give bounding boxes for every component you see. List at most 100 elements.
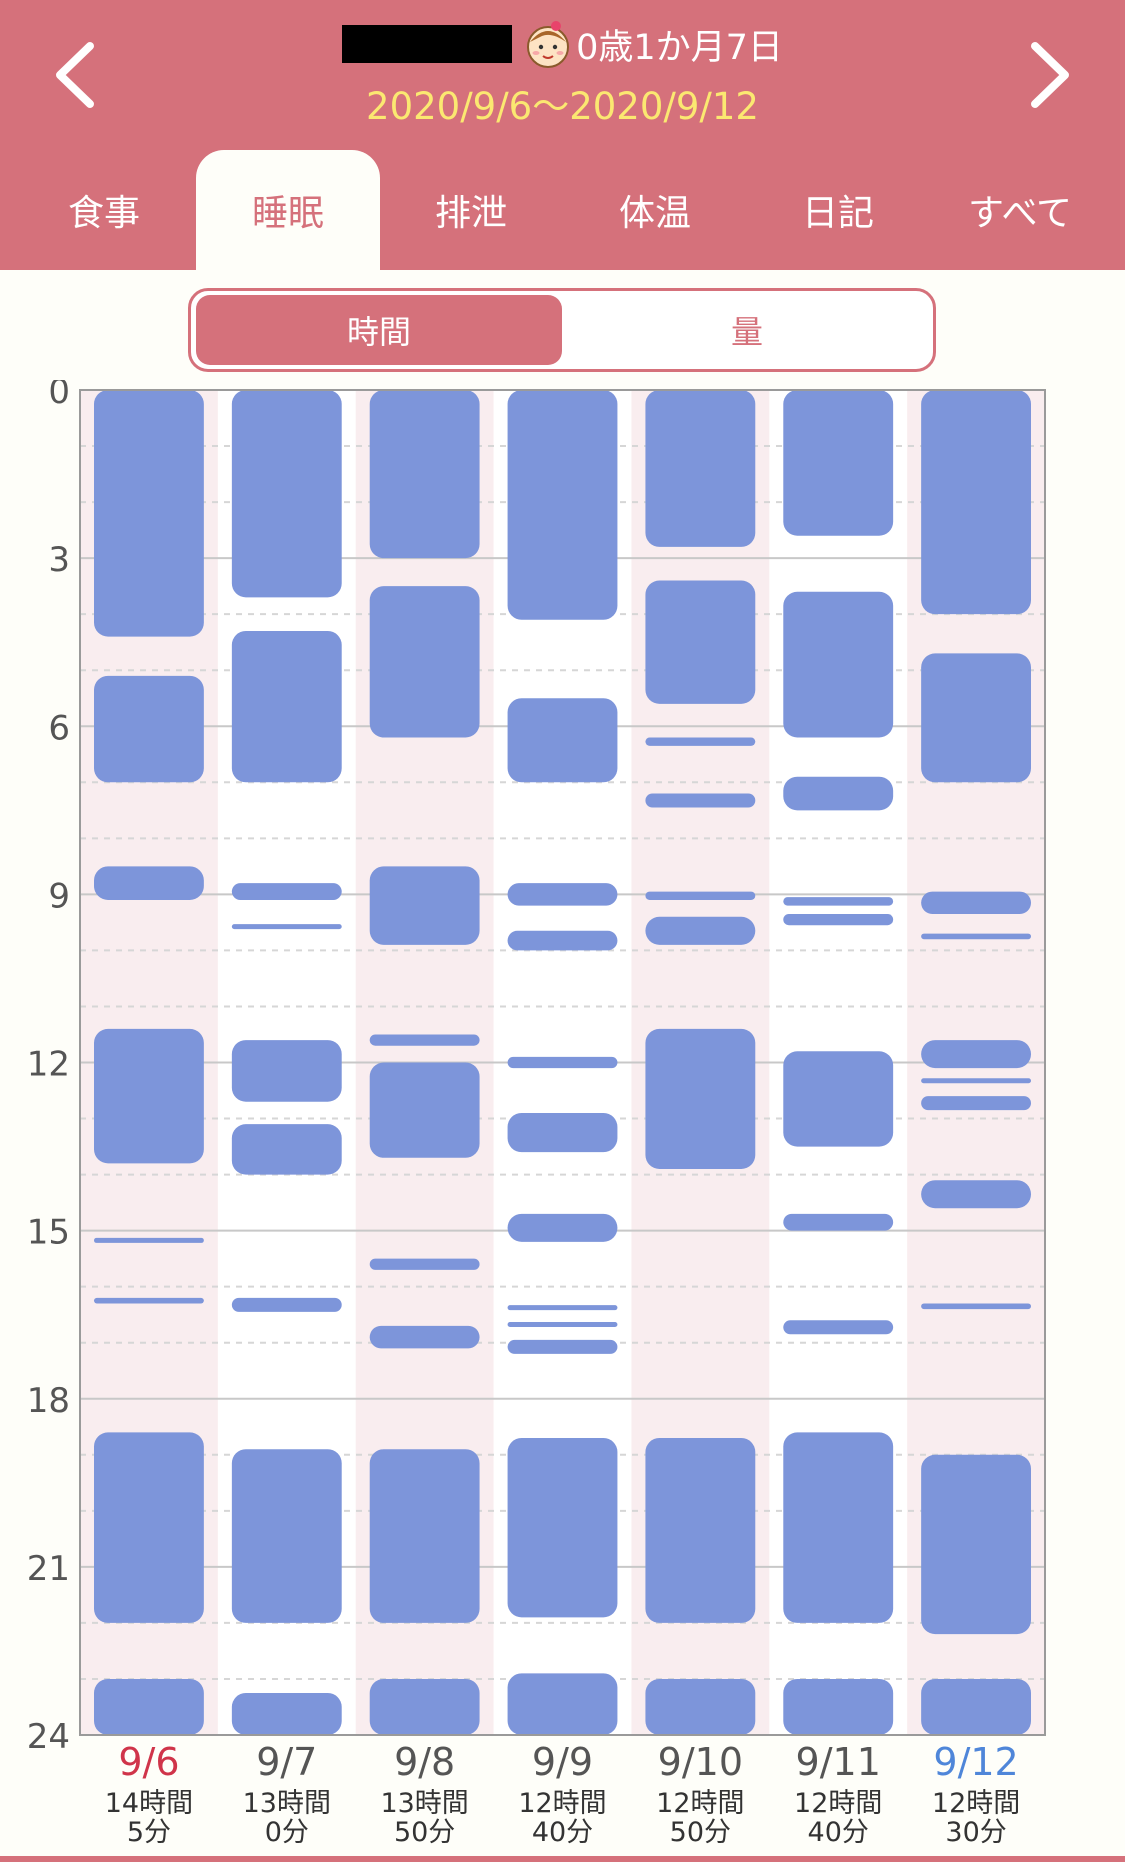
sleep-bar[interactable] — [94, 1678, 204, 1735]
sleep-bar[interactable] — [645, 891, 756, 900]
y-tick-label: 3 — [48, 540, 70, 580]
sleep-bar[interactable] — [507, 1112, 618, 1153]
sleep-bar[interactable] — [783, 897, 894, 906]
sleep-bar[interactable] — [507, 390, 618, 620]
chevron-left-icon — [56, 42, 94, 108]
sleep-bar[interactable] — [921, 1040, 1031, 1069]
sleep-bar[interactable] — [921, 1096, 1031, 1111]
day-date-label: 9/8 — [394, 1740, 455, 1784]
next-week-button[interactable] — [1009, 38, 1083, 112]
plot-border — [79, 389, 1046, 1736]
sleep-bar[interactable] — [645, 580, 756, 704]
sleep-bar[interactable] — [231, 390, 342, 598]
day-total-minutes: 40分 — [808, 1817, 869, 1848]
sleep-bar[interactable] — [231, 1297, 342, 1312]
day-date-label: 9/10 — [658, 1740, 743, 1784]
sleep-bar[interactable] — [231, 630, 342, 783]
day-date-label: 9/7 — [256, 1740, 317, 1784]
sleep-bar[interactable] — [231, 1692, 342, 1735]
sleep-bar[interactable] — [369, 1062, 480, 1158]
sleep-bar[interactable] — [94, 1237, 204, 1243]
sleep-bar[interactable] — [783, 1320, 894, 1335]
baby-face-icon — [527, 21, 570, 68]
sleep-bar[interactable] — [231, 1124, 342, 1175]
sleep-bar[interactable] — [507, 1305, 618, 1311]
day-total-hours: 13時間 — [243, 1788, 331, 1819]
sleep-bar[interactable] — [645, 737, 756, 746]
sleep-bar[interactable] — [921, 1454, 1031, 1635]
sleep-bar[interactable] — [507, 1339, 618, 1354]
prev-week-button[interactable] — [42, 38, 116, 112]
sleep-bar[interactable] — [783, 1051, 894, 1147]
sleep-bar[interactable] — [507, 698, 618, 783]
sleep-bar[interactable] — [921, 1303, 1031, 1310]
sleep-bar[interactable] — [369, 1449, 480, 1623]
sleep-bar[interactable] — [645, 1028, 756, 1169]
sleep-bar[interactable] — [507, 1321, 618, 1327]
sleep-bar[interactable] — [783, 776, 894, 811]
sleep-bar[interactable] — [645, 1437, 756, 1623]
mode-time-button[interactable]: 時間 — [196, 295, 562, 365]
chevron-right-icon — [1031, 42, 1069, 108]
day-date-label: 9/12 — [933, 1740, 1018, 1784]
sleep-bar[interactable] — [921, 390, 1031, 615]
sleep-bar[interactable] — [783, 1213, 894, 1231]
sleep-bar[interactable] — [231, 1449, 342, 1623]
day-total-minutes: 5分 — [127, 1817, 171, 1848]
sleep-bar[interactable] — [231, 924, 342, 930]
tab-temperature[interactable]: 体温 — [618, 193, 691, 234]
tab-diary[interactable]: 日記 — [801, 193, 874, 234]
y-tick-label: 6 — [48, 708, 70, 748]
sleep-bar[interactable] — [94, 1297, 204, 1304]
sleep-bar[interactable] — [369, 390, 480, 559]
tab-all[interactable]: すべて — [967, 193, 1073, 234]
sleep-bar[interactable] — [507, 930, 618, 951]
sleep-bar[interactable] — [94, 1028, 204, 1164]
tab-meal[interactable]: 食事 — [67, 193, 140, 234]
sleep-bar[interactable] — [369, 1034, 480, 1046]
sleep-bar[interactable] — [921, 891, 1031, 914]
day-total-minutes: 40分 — [532, 1817, 593, 1848]
sleep-bar[interactable] — [369, 1325, 480, 1349]
mode-amount-button[interactable]: 量 — [730, 313, 763, 351]
sleep-bar[interactable] — [921, 1078, 1031, 1084]
sleep-bar[interactable] — [94, 866, 204, 900]
sleep-bar[interactable] — [645, 793, 756, 808]
sleep-bar[interactable] — [645, 916, 756, 945]
sleep-bar[interactable] — [369, 1678, 480, 1735]
day-date-label: 9/11 — [796, 1740, 881, 1784]
sleep-bar[interactable] — [94, 1432, 204, 1623]
sleep-bar[interactable] — [645, 390, 756, 547]
y-tick-label: 12 — [27, 1045, 70, 1085]
day-total-hours: 12時間 — [656, 1788, 744, 1819]
tab-excretion[interactable]: 排泄 — [434, 193, 507, 234]
sleep-bar[interactable] — [231, 883, 342, 900]
sleep-bar[interactable] — [921, 653, 1031, 783]
sleep-bar[interactable] — [507, 1213, 618, 1242]
child-title: 0歳1か月7日 — [0, 18, 1125, 70]
sleep-bar[interactable] — [783, 913, 894, 926]
sleep-bar[interactable] — [369, 586, 480, 738]
tab-sleep[interactable]: 睡眠 — [196, 150, 380, 270]
sleep-bar[interactable] — [921, 933, 1031, 940]
day-total-minutes: 50分 — [394, 1817, 455, 1848]
sleep-bar[interactable] — [507, 1673, 618, 1735]
sleep-bar[interactable] — [94, 675, 204, 783]
sleep-bar[interactable] — [921, 1180, 1031, 1209]
date-range: 2020/9/6〜2020/9/12 — [366, 85, 759, 128]
sleep-bar[interactable] — [507, 1056, 618, 1069]
sleep-bar[interactable] — [783, 390, 894, 536]
sleep-bar[interactable] — [94, 390, 204, 637]
app-header: 0歳1か月7日 2020/9/6〜2020/9/12 食事 睡眠 排泄 体温 日… — [0, 0, 1125, 270]
sleep-bar[interactable] — [783, 1432, 894, 1623]
sleep-bar[interactable] — [507, 1437, 618, 1618]
sleep-bar[interactable] — [369, 866, 480, 945]
sleep-bar[interactable] — [783, 591, 894, 738]
sleep-bar[interactable] — [231, 1040, 342, 1102]
sleep-bar[interactable] — [369, 1258, 480, 1270]
sleep-bar[interactable] — [921, 1678, 1031, 1735]
sleep-bar[interactable] — [783, 1678, 894, 1735]
sleep-bar[interactable] — [645, 1678, 756, 1735]
category-tabs: 食事 睡眠 排泄 体温 日記 すべて — [0, 150, 1125, 270]
sleep-bar[interactable] — [507, 883, 618, 906]
